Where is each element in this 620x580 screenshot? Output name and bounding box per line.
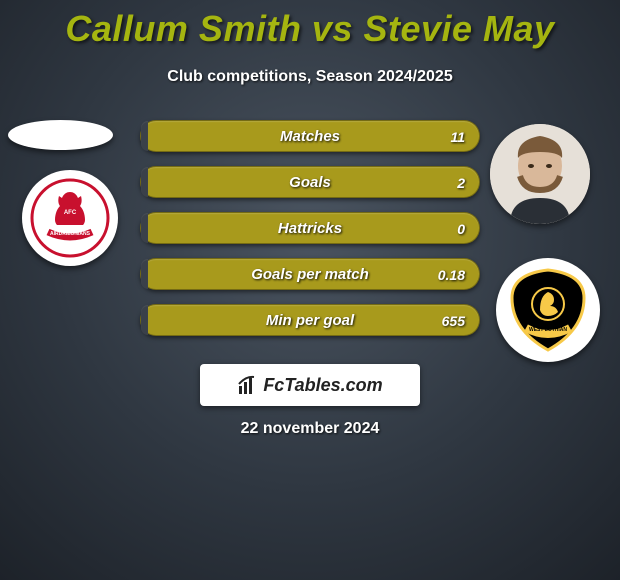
stat-row: Matches 11 (140, 120, 480, 152)
airdrieonians-crest-icon: AIRDRIEONIANS AFC (30, 178, 110, 258)
svg-text:AIRDRIEONIANS: AIRDRIEONIANS (50, 231, 91, 237)
stat-value-right: 2 (457, 167, 465, 197)
source-badge-text: FcTables.com (263, 375, 382, 396)
svg-text:WEST LOTHIAN: WEST LOTHIAN (529, 327, 567, 333)
stat-label: Goals (141, 167, 479, 197)
stat-label: Goals per match (141, 259, 479, 289)
page-title: Callum Smith vs Stevie May (0, 0, 620, 50)
stats-container: Matches 11 Goals 2 Hattricks 0 Goals per… (140, 120, 480, 350)
page-subtitle: Club competitions, Season 2024/2025 (0, 68, 620, 86)
livingston-crest-icon: WEST LOTHIAN (504, 266, 592, 354)
stat-row: Goals per match 0.18 (140, 258, 480, 290)
player-portrait-icon (490, 124, 590, 224)
stat-value-right: 0.18 (438, 259, 465, 289)
date-text: 22 november 2024 (0, 420, 620, 438)
stat-label: Min per goal (141, 305, 479, 335)
stat-row: Goals 2 (140, 166, 480, 198)
stat-value-right: 655 (442, 305, 465, 335)
club-right-crest: WEST LOTHIAN (496, 258, 600, 362)
svg-text:AFC: AFC (64, 210, 77, 216)
stat-label: Matches (141, 121, 479, 151)
stat-value-right: 11 (450, 121, 465, 151)
stat-row: Hattricks 0 (140, 212, 480, 244)
stat-row: Min per goal 655 (140, 304, 480, 336)
stat-value-right: 0 (457, 213, 465, 243)
chart-icon (237, 374, 259, 396)
source-badge[interactable]: FcTables.com (200, 364, 420, 406)
player-right-avatar (490, 124, 590, 224)
stat-label: Hattricks (141, 213, 479, 243)
player-left-avatar (8, 120, 113, 150)
club-left-crest: AIRDRIEONIANS AFC (22, 170, 118, 266)
